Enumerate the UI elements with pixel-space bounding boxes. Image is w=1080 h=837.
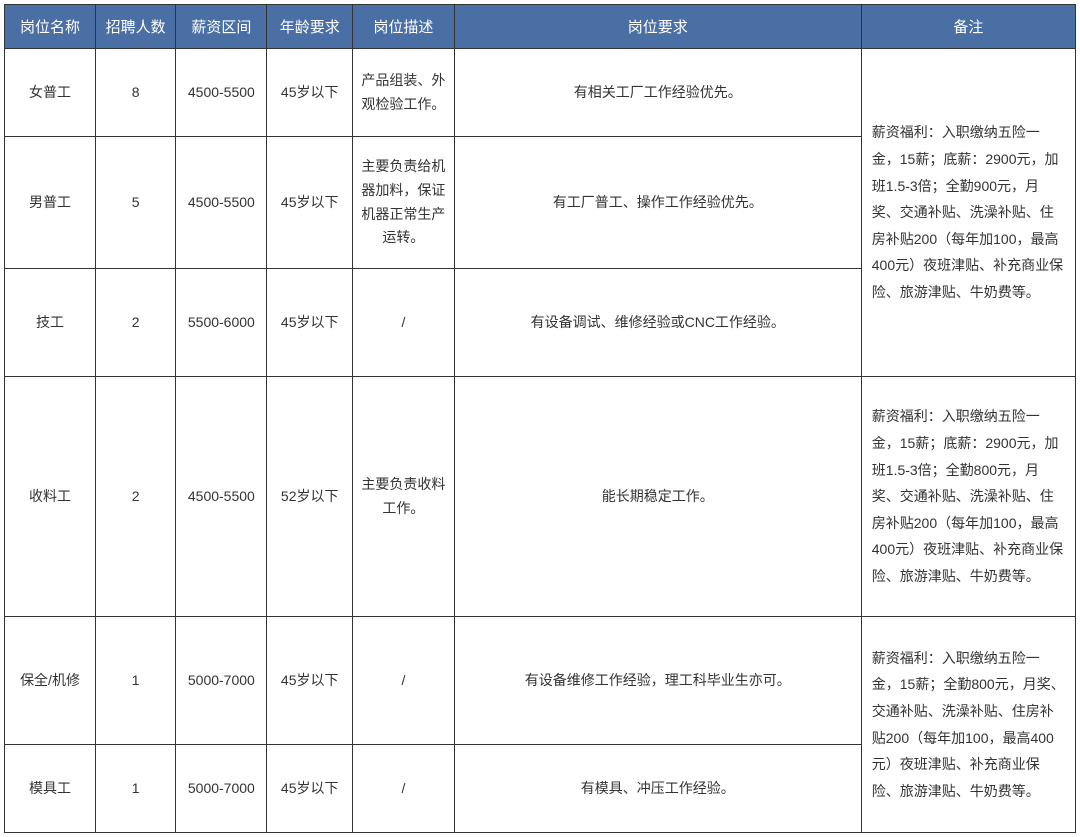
cell-note: 薪资福利：入职缴纳五险一金，15薪；底薪：2900元，加班1.5-3倍；全勤90… (861, 49, 1075, 377)
cell-salary: 4500-5500 (176, 49, 267, 137)
cell-name: 技工 (5, 269, 96, 377)
col-header-age: 年龄要求 (267, 5, 353, 49)
cell-salary: 4500-5500 (176, 137, 267, 269)
cell-name: 模具工 (5, 745, 96, 833)
cell-salary: 4500-5500 (176, 377, 267, 617)
cell-note: 薪资福利：入职缴纳五险一金，15薪；底薪：2900元，加班1.5-3倍；全勤80… (861, 377, 1075, 617)
col-header-desc: 岗位描述 (353, 5, 455, 49)
cell-name: 女普工 (5, 49, 96, 137)
table-row: 保全/机修15000-700045岁以下/有设备维修工作经验，理工科毕业生亦可。… (5, 617, 1076, 745)
cell-salary: 5500-6000 (176, 269, 267, 377)
cell-count: 8 (96, 49, 176, 137)
cell-count: 5 (96, 137, 176, 269)
cell-desc: / (353, 745, 455, 833)
cell-count: 1 (96, 745, 176, 833)
col-header-name: 岗位名称 (5, 5, 96, 49)
cell-age: 45岁以下 (267, 49, 353, 137)
cell-req: 有工厂普工、操作工作经验优先。 (454, 137, 861, 269)
cell-age: 52岁以下 (267, 377, 353, 617)
cell-age: 45岁以下 (267, 617, 353, 745)
cell-name: 保全/机修 (5, 617, 96, 745)
table-header-row: 岗位名称 招聘人数 薪资区间 年龄要求 岗位描述 岗位要求 备注 (5, 5, 1076, 49)
cell-age: 45岁以下 (267, 269, 353, 377)
table-body: 女普工84500-550045岁以下产品组装、外观检验工作。有相关工厂工作经验优… (5, 49, 1076, 833)
col-header-note: 备注 (861, 5, 1075, 49)
cell-req: 有模具、冲压工作经验。 (454, 745, 861, 833)
cell-desc: / (353, 269, 455, 377)
cell-req: 有相关工厂工作经验优先。 (454, 49, 861, 137)
cell-req: 有设备调试、维修经验或CNC工作经验。 (454, 269, 861, 377)
cell-age: 45岁以下 (267, 137, 353, 269)
cell-count: 2 (96, 269, 176, 377)
cell-name: 收料工 (5, 377, 96, 617)
cell-desc: 产品组装、外观检验工作。 (353, 49, 455, 137)
cell-salary: 5000-7000 (176, 745, 267, 833)
col-header-req: 岗位要求 (454, 5, 861, 49)
table-row: 收料工24500-550052岁以下主要负责收料工作。能长期稳定工作。薪资福利：… (5, 377, 1076, 617)
col-header-salary: 薪资区间 (176, 5, 267, 49)
cell-count: 2 (96, 377, 176, 617)
cell-note: 薪资福利：入职缴纳五险一金，15薪；全勤800元，月奖、交通补贴、洗澡补贴、住房… (861, 617, 1075, 833)
col-header-count: 招聘人数 (96, 5, 176, 49)
cell-age: 45岁以下 (267, 745, 353, 833)
cell-desc: / (353, 617, 455, 745)
cell-salary: 5000-7000 (176, 617, 267, 745)
cell-req: 有设备维修工作经验，理工科毕业生亦可。 (454, 617, 861, 745)
cell-desc: 主要负责给机器加料，保证机器正常生产运转。 (353, 137, 455, 269)
cell-name: 男普工 (5, 137, 96, 269)
recruitment-table: 岗位名称 招聘人数 薪资区间 年龄要求 岗位描述 岗位要求 备注 女普工8450… (4, 4, 1076, 833)
cell-req: 能长期稳定工作。 (454, 377, 861, 617)
table-row: 女普工84500-550045岁以下产品组装、外观检验工作。有相关工厂工作经验优… (5, 49, 1076, 137)
cell-count: 1 (96, 617, 176, 745)
cell-desc: 主要负责收料工作。 (353, 377, 455, 617)
